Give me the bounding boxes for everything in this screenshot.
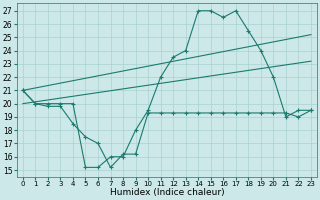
X-axis label: Humidex (Indice chaleur): Humidex (Indice chaleur) [109,188,224,197]
